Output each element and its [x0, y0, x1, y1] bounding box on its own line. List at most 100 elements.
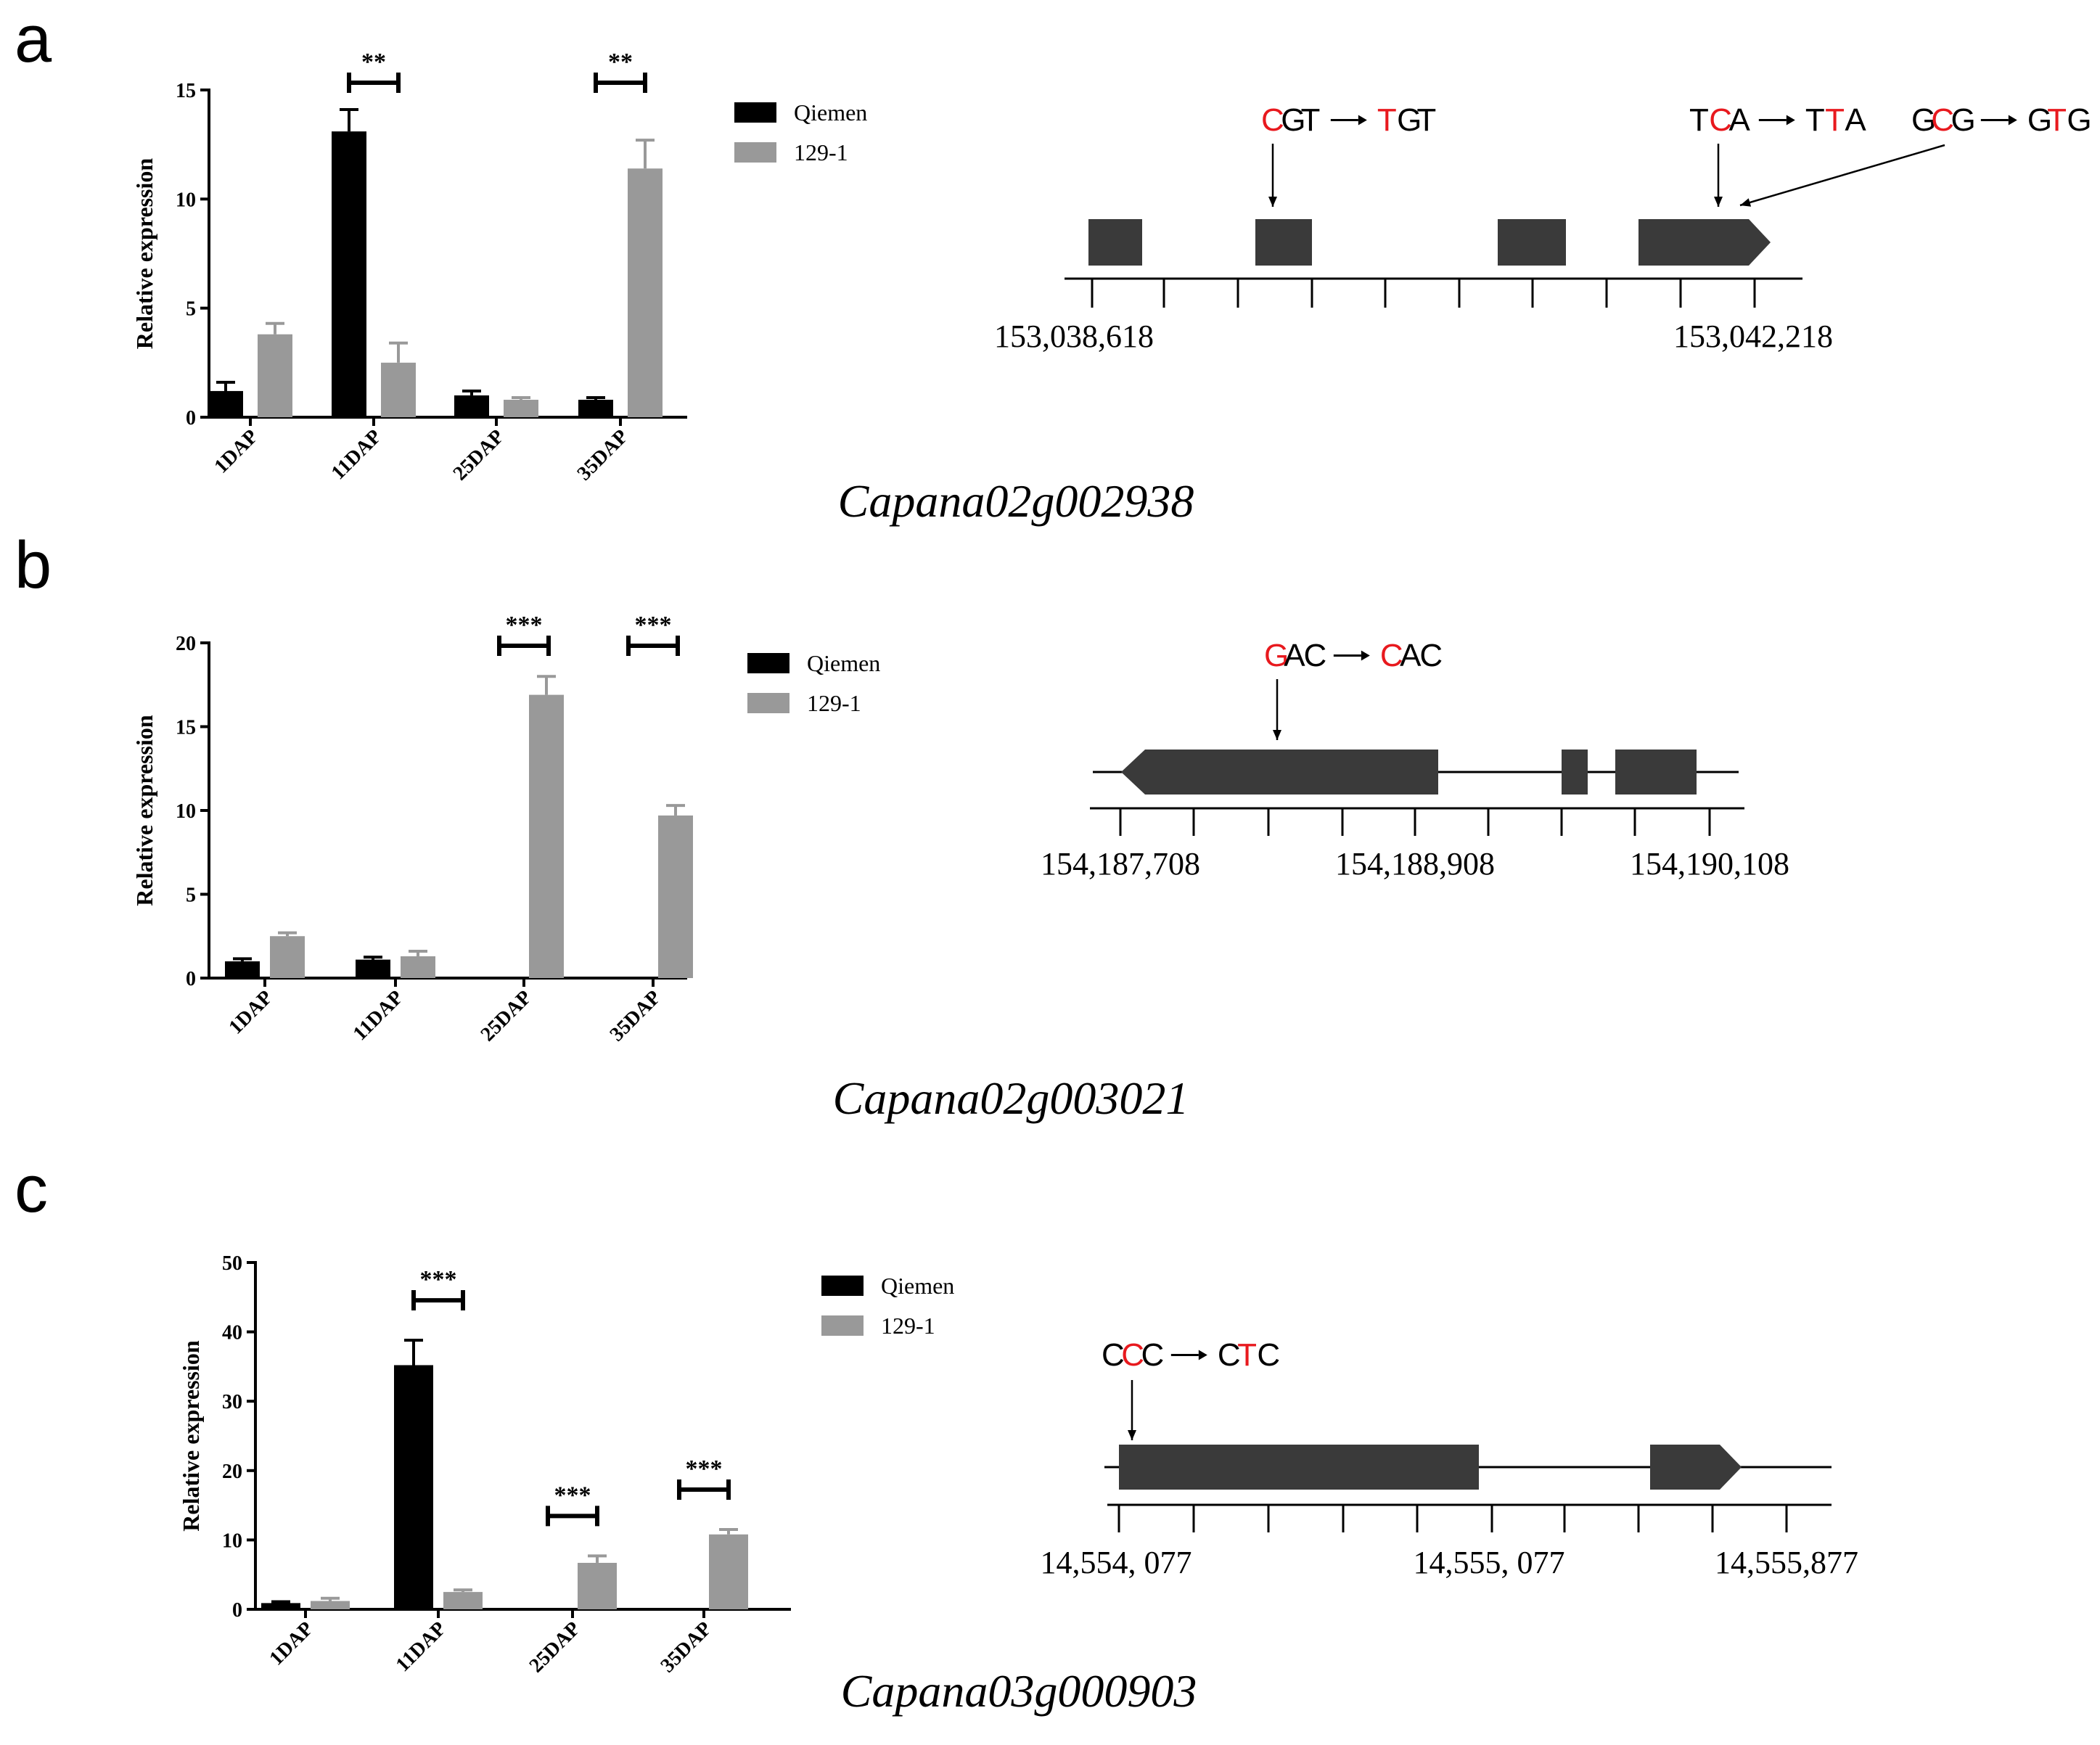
bar-qiemen-1dap [261, 1603, 300, 1609]
y-axis-label: Relative expression [131, 158, 157, 350]
legend-swatch [821, 1315, 864, 1336]
exon-arrow [1650, 1445, 1742, 1490]
bar-1291-11dap [443, 1592, 483, 1609]
ref-base: T [1301, 102, 1321, 138]
panel-a: a 0 5 10 15 Relative expression 1DAP 11DAP 25DAP… [15, 2, 2092, 527]
coordinate-label: 154,187,708 [1041, 846, 1200, 882]
arrow-head-icon [1361, 650, 1370, 661]
bar-1291-11dap [401, 956, 435, 978]
y-tick-label: 15 [176, 80, 196, 102]
exon-box [1562, 750, 1588, 795]
coordinate-label: 14,554, 077 [1041, 1545, 1192, 1580]
mutation-label: GCG GT G [1911, 102, 2092, 138]
x-tick-label: 11DAP [392, 1617, 451, 1676]
coordinate-label: 154,188,908 [1335, 846, 1495, 882]
alt-base: T [1416, 102, 1436, 138]
alt-base: T [1237, 1337, 1257, 1373]
exon-box [1255, 219, 1312, 266]
x-tick-label: 25DAP [477, 986, 536, 1046]
bar-1291-35dap [628, 168, 663, 418]
ref-base: A [1284, 638, 1305, 673]
mutation-label: CGT T GT [1261, 102, 1436, 138]
pointer-line [1739, 144, 1945, 207]
ref-base: T [1689, 102, 1709, 138]
alt-base: T [2047, 102, 2067, 138]
alt-base: A [1400, 638, 1422, 673]
legend-swatch [734, 102, 776, 123]
exon-arrow [1638, 219, 1771, 266]
panel-b: b 0 5 10 15 20 Relative expression 1DAP 11DAP 25D… [15, 528, 1789, 1124]
legend: Qiemen 129-1 [734, 99, 867, 165]
y-tick-label: 0 [232, 1599, 242, 1622]
x-tick-label: 1DAP [265, 1617, 318, 1670]
gene-name: Capana02g002938 [838, 475, 1194, 527]
arrow-head-icon [2008, 115, 2017, 126]
alt-base: C [1218, 1337, 1241, 1373]
bar-1291-1dap [270, 936, 305, 978]
significance-label: *** [420, 1266, 457, 1293]
y-tick-label: 5 [186, 884, 196, 907]
exon-box [1615, 750, 1697, 795]
bar-1291-1dap [258, 334, 292, 417]
arrow-head-icon [1198, 1350, 1207, 1360]
x-tick-label: 11DAP [349, 986, 408, 1045]
legend-swatch [747, 653, 789, 673]
alt-base: G [2067, 102, 2091, 138]
bar-1291-35dap [709, 1534, 748, 1609]
legend-swatch [734, 142, 776, 163]
ref-base: G [1281, 102, 1305, 138]
y-tick-label: 10 [176, 189, 196, 211]
coordinate-label: 153,042,218 [1673, 319, 1833, 354]
alt-base: C [1419, 638, 1443, 673]
bar-qiemen-11dap [356, 959, 390, 978]
legend-label: 129-1 [881, 1313, 935, 1339]
bar-1291-25dap [529, 694, 564, 978]
bar-qiemen-1dap [225, 961, 260, 978]
coordinate-label: 154,190,108 [1630, 846, 1789, 882]
ref-base: C [1709, 102, 1732, 138]
legend: Qiemen 129-1 [747, 650, 880, 716]
bar-qiemen-11dap [394, 1365, 433, 1609]
legend-label: Qiemen [881, 1273, 954, 1299]
significance-label: *** [506, 612, 543, 639]
x-tick-label: 1DAP [210, 425, 263, 478]
y-tick-label: 10 [176, 800, 196, 823]
bar-qiemen-35dap [578, 399, 613, 417]
x-tick-label: 25DAP [525, 1617, 585, 1677]
exon-arrow [1121, 750, 1438, 795]
x-tick-label: 35DAP [657, 1617, 716, 1677]
significance-label: *** [686, 1455, 723, 1482]
alt-base: T [1377, 102, 1397, 138]
legend-swatch [747, 693, 789, 713]
alt-base: G [1397, 102, 1422, 138]
coordinate-label: 153,038,618 [994, 319, 1154, 354]
y-tick-label: 10 [222, 1530, 242, 1552]
legend-label: 129-1 [807, 690, 861, 716]
legend: Qiemen 129-1 [821, 1273, 954, 1339]
y-tick-label: 20 [222, 1461, 242, 1483]
ref-base: C [1121, 1337, 1144, 1373]
significance-label: ** [361, 49, 386, 75]
y-tick-label: 20 [176, 633, 196, 655]
y-axis-label: Relative expression [178, 1340, 204, 1532]
bar-qiemen-11dap [332, 131, 366, 418]
bar-qiemen-35dap [613, 977, 648, 978]
ref-base: C [1931, 102, 1954, 138]
y-tick-label: 0 [186, 407, 196, 430]
legend-label: Qiemen [794, 99, 867, 126]
bar-qiemen-25dap [454, 395, 489, 417]
pointer-head-icon [1740, 198, 1752, 207]
bar-chart: 0 5 10 15 Relative expression 1DAP 11DAP 25DAP 3… [131, 49, 687, 485]
alt-base: T [1805, 102, 1825, 138]
y-tick-label: 30 [222, 1391, 242, 1413]
pointer-head-icon [1268, 197, 1277, 207]
ref-base: G [1951, 102, 1976, 138]
gene-name: Capana02g003021 [833, 1072, 1189, 1124]
exon-box [1119, 1445, 1479, 1490]
ref-base: G [1264, 638, 1289, 673]
x-tick-label: 35DAP [606, 986, 665, 1046]
bar-1291-35dap [658, 815, 693, 978]
ref-base: A [1729, 102, 1751, 138]
pointer-head-icon [1714, 197, 1723, 207]
